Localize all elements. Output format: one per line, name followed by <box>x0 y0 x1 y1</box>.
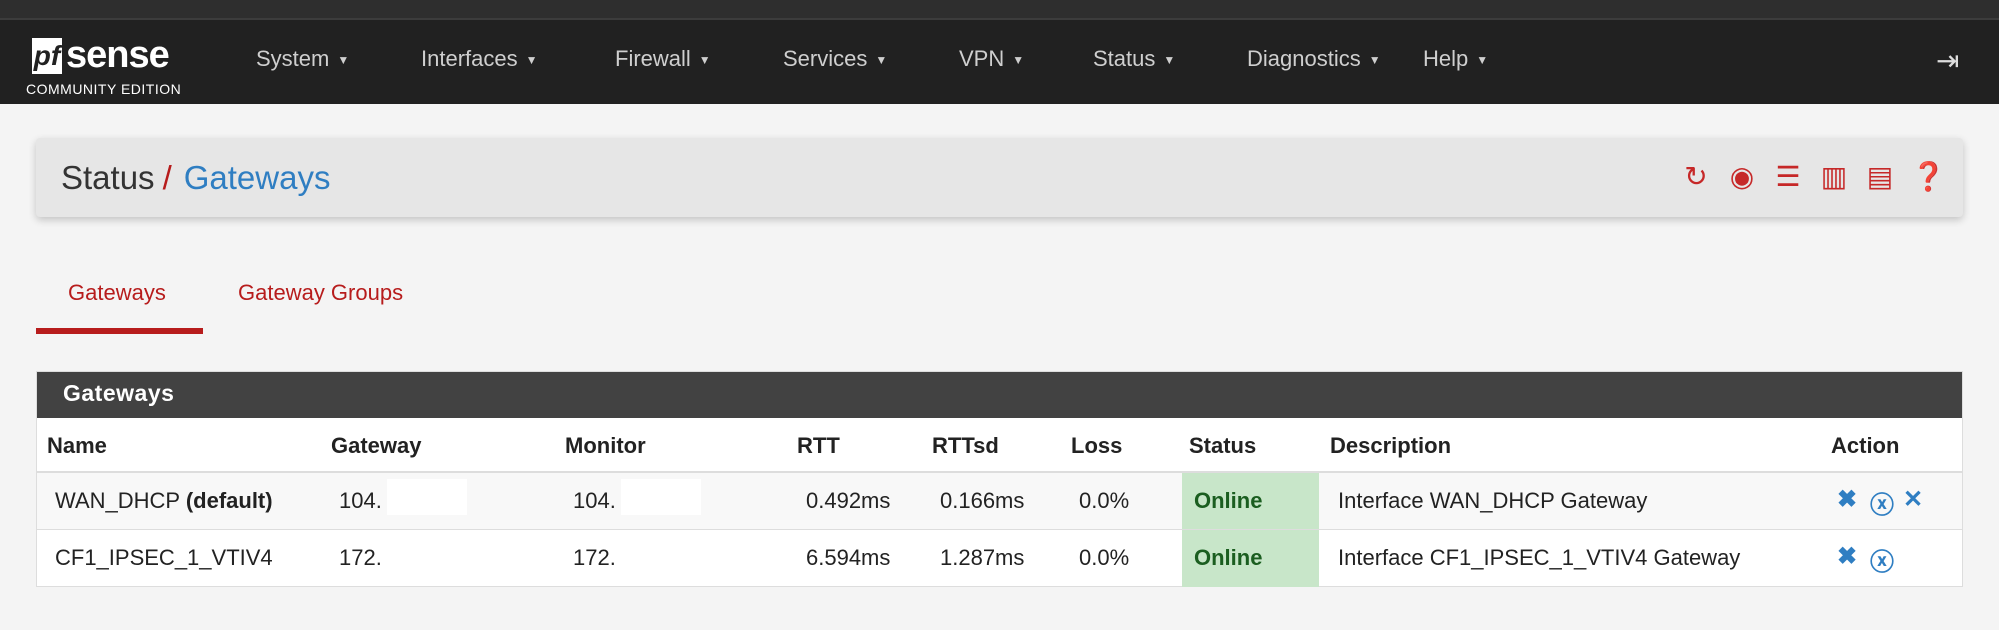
caret-down-icon: ▼ <box>698 53 711 68</box>
caret-down-icon: ▼ <box>1012 53 1025 68</box>
tab-gateways[interactable]: Gateways <box>68 280 166 305</box>
tab-gateway-groups[interactable]: Gateway Groups <box>238 280 404 305</box>
nav-help[interactable]: Help ▼ <box>1423 46 1489 71</box>
refresh-icon[interactable]: ↻ <box>1684 161 1708 192</box>
redaction <box>387 479 467 515</box>
top-navbar: pf sense COMMUNITY EDITION System ▼ Inter… <box>0 20 1999 104</box>
redaction <box>621 479 701 515</box>
help-icon[interactable]: ❓ <box>1911 161 1946 192</box>
table-header: Name Gateway Monitor RTT RTTsd Loss Stat… <box>37 418 1962 473</box>
nav-system[interactable]: System ▼ <box>256 46 350 71</box>
caret-down-icon: ▼ <box>1476 53 1489 68</box>
chart-icon[interactable]: ▥ <box>1820 161 1848 192</box>
list-icon[interactable]: ▤ <box>1866 161 1894 192</box>
table-row: CF1_IPSEC_1_VTIV4 172. 172. 6.594ms 1.28… <box>37 530 1962 587</box>
panel-title: Gateways <box>37 372 1962 418</box>
caret-down-icon: ▼ <box>525 53 538 68</box>
kill-states-icon[interactable]: ✖ <box>1837 543 1858 570</box>
caret-down-icon: ▼ <box>1368 53 1381 68</box>
nav-firewall[interactable]: Firewall ▼ <box>615 46 711 71</box>
mark-down-icon[interactable]: ⓧ <box>1870 492 1894 519</box>
gateways-panel: Gateways Name Gateway Monitor RTT RTTsd … <box>36 371 1963 587</box>
breadcrumb: Status / Gateways <box>61 159 331 196</box>
status-badge: Online <box>1182 473 1319 529</box>
breadcrumb-parent[interactable]: Status <box>61 159 155 196</box>
status-badge: Online <box>1182 530 1319 587</box>
nav-interfaces[interactable]: Interfaces ▼ <box>421 46 538 71</box>
nav-status[interactable]: Status ▼ <box>1093 46 1176 71</box>
breadcrumb-bar: Status / Gateways ↻ ◉ ☰ ▥ ▤ ❓ <box>36 138 1963 217</box>
browser-chrome <box>0 0 1999 20</box>
caret-down-icon: ▼ <box>1163 53 1176 68</box>
pfsense-logo[interactable]: pf sense COMMUNITY EDITION <box>26 34 182 97</box>
nav-diagnostics[interactable]: Diagnostics ▼ <box>1247 46 1381 71</box>
active-tab-indicator <box>36 328 203 334</box>
breadcrumb-current[interactable]: Gateways <box>183 159 331 196</box>
caret-down-icon: ▼ <box>875 53 888 68</box>
edition-label: COMMUNITY EDITION <box>26 81 182 97</box>
stop-icon[interactable]: ◉ <box>1729 161 1755 192</box>
kill-states-icon[interactable]: ✖ <box>1837 486 1858 513</box>
delete-icon[interactable]: ✕ <box>1903 486 1924 513</box>
sliders-icon[interactable]: ☰ <box>1775 161 1801 192</box>
nav-services[interactable]: Services ▼ <box>783 46 888 71</box>
table-row: WAN_DHCP (default) 104. 104. 0.492ms 0.1… <box>37 473 1962 530</box>
caret-down-icon: ▼ <box>337 53 350 68</box>
logout-icon[interactable]: ⇥ <box>1936 45 1960 76</box>
nav-vpn[interactable]: VPN ▼ <box>959 46 1025 71</box>
mark-down-icon[interactable]: ⓧ <box>1870 549 1894 576</box>
